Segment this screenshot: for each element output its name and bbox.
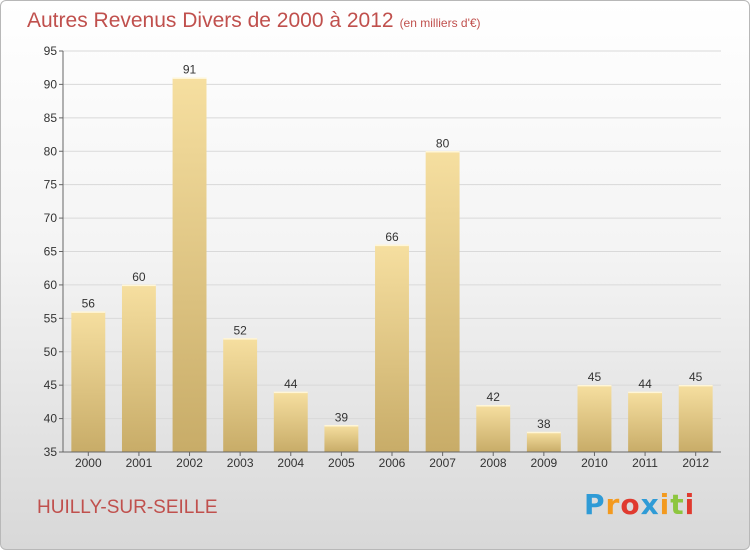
bar: [71, 311, 106, 452]
y-tick-label: 50: [44, 345, 58, 359]
logo-letter: i: [684, 488, 696, 521]
x-tick-label: 2012: [682, 456, 709, 470]
data-label: 42: [487, 390, 501, 404]
bar: [223, 338, 258, 452]
logo-letter: x: [640, 488, 660, 521]
bar: [273, 391, 308, 452]
logo-letter: i: [659, 488, 671, 521]
x-tick-label: 2008: [480, 456, 507, 470]
title-text: Autres Revenus Divers de 2000 à 2012: [27, 9, 394, 32]
bar: [172, 77, 207, 452]
x-tick-label: 2010: [581, 456, 608, 470]
y-tick-label: 35: [44, 445, 58, 459]
data-label: 66: [385, 230, 399, 244]
y-tick-label: 45: [44, 378, 58, 392]
commune-name: HUILLY-SUR-SEILLE: [37, 497, 218, 518]
bar: [476, 405, 511, 452]
bar: [121, 284, 156, 452]
chart-title: Autres Revenus Divers de 2000 à 2012 (en …: [27, 9, 481, 33]
bar: [628, 391, 663, 452]
logo-letter: r: [605, 488, 621, 521]
y-tick-label: 95: [44, 44, 58, 58]
y-tick-label: 60: [44, 278, 58, 292]
title-unit: (en milliers d'€): [399, 16, 481, 30]
bar: [678, 385, 713, 452]
y-tick-label: 65: [44, 245, 58, 259]
data-label: 45: [588, 370, 602, 384]
data-label: 60: [132, 270, 146, 284]
data-label: 44: [284, 377, 298, 391]
bar: [577, 385, 612, 452]
y-tick-label: 40: [44, 412, 58, 426]
data-label: 38: [537, 417, 551, 431]
data-label: 39: [335, 410, 349, 424]
x-tick-label: 2002: [176, 456, 203, 470]
x-tick-label: 2007: [429, 456, 456, 470]
axes: 35 40 45 50 55 60 65 70 75 80 85 90 95 2000 2001 2002 20…: [44, 44, 721, 470]
x-tick-label: 2006: [379, 456, 406, 470]
x-tick-label: 2011: [632, 456, 658, 470]
proxiti-logo: Proxiti: [584, 488, 695, 521]
data-label: 56: [82, 297, 96, 311]
y-tick-label: 80: [44, 144, 58, 158]
y-tick-label: 75: [44, 178, 58, 192]
bar: [526, 431, 561, 452]
bar: [324, 425, 359, 452]
data-label: 80: [436, 136, 450, 150]
bars: 56 60 91 52 44 39 66 80 42 38 45 44 45: [71, 63, 713, 452]
x-tick-label: 2004: [277, 456, 304, 470]
logo-letter: o: [620, 488, 641, 521]
logo-letter: t: [670, 488, 685, 521]
x-tick-label: 2005: [328, 456, 355, 470]
data-label: 44: [638, 377, 652, 391]
x-tick-label: 2009: [530, 456, 557, 470]
bar: [425, 151, 460, 452]
data-label: 45: [689, 370, 703, 384]
x-tick-label: 2000: [75, 456, 102, 470]
y-tick-label: 55: [44, 311, 58, 325]
data-label: 52: [233, 323, 247, 337]
bar: [375, 244, 409, 452]
data-label: 91: [183, 63, 197, 77]
y-tick-label: 90: [44, 77, 58, 91]
x-tick-label: 2001: [126, 456, 153, 470]
logo-letter: P: [584, 488, 606, 521]
y-tick-label: 85: [44, 111, 58, 125]
x-tick-label: 2003: [227, 456, 254, 470]
y-tick-label: 70: [44, 211, 58, 225]
